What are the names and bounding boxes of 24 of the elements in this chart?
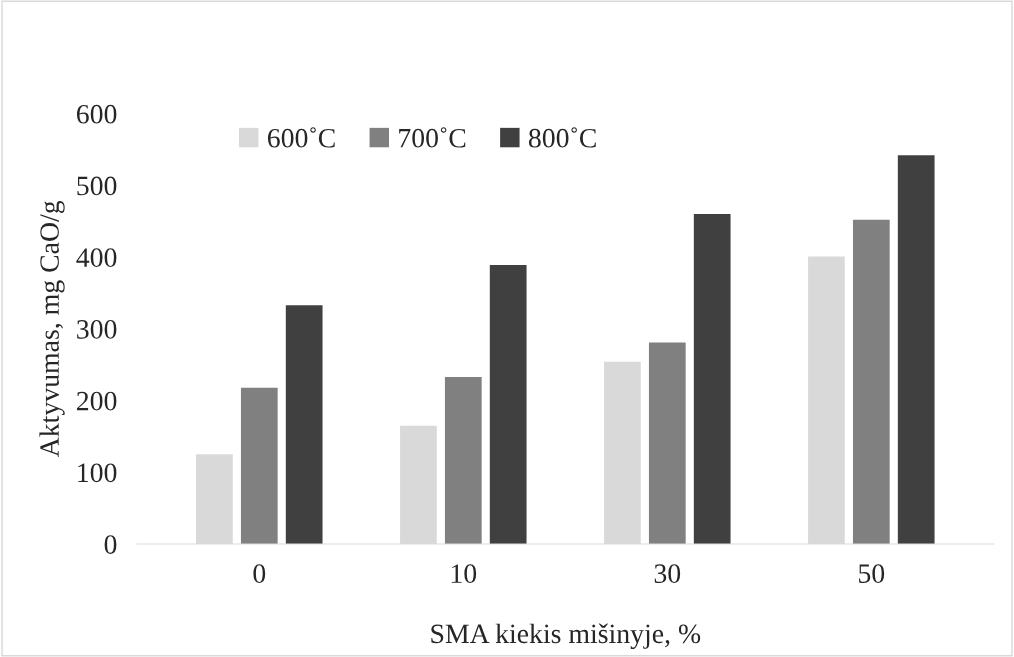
bar xyxy=(489,265,527,544)
bar xyxy=(285,305,323,544)
bar xyxy=(240,387,278,544)
y-tick-label: 300 xyxy=(77,319,117,339)
y-tick-label: 0 xyxy=(104,535,117,554)
y-tick-label: 500 xyxy=(77,176,117,196)
x-tick-label: 10 xyxy=(451,564,477,583)
y-tick-label: 600 xyxy=(76,104,117,124)
y-axis-title: Aktyvumas, mg CaO/g xyxy=(39,200,65,458)
bar xyxy=(648,342,686,544)
bar xyxy=(897,155,935,544)
x-tick-label: 30 xyxy=(654,564,681,583)
legend-label: 600˚C xyxy=(267,127,335,148)
bar xyxy=(693,214,731,544)
bar xyxy=(444,376,482,544)
y-tick-label: 100 xyxy=(78,463,117,483)
bar xyxy=(852,219,890,544)
x-tick-label: 0 xyxy=(253,564,266,583)
y-tick-label: 400 xyxy=(76,248,117,268)
legend-label: 700˚C xyxy=(399,127,466,148)
y-tick-label: 200 xyxy=(77,391,117,411)
x-axis-title: SMA kiekis mišinyje, % xyxy=(431,623,701,649)
legend-label: 800˚C xyxy=(528,127,596,148)
x-tick-label: 50 xyxy=(859,564,885,583)
